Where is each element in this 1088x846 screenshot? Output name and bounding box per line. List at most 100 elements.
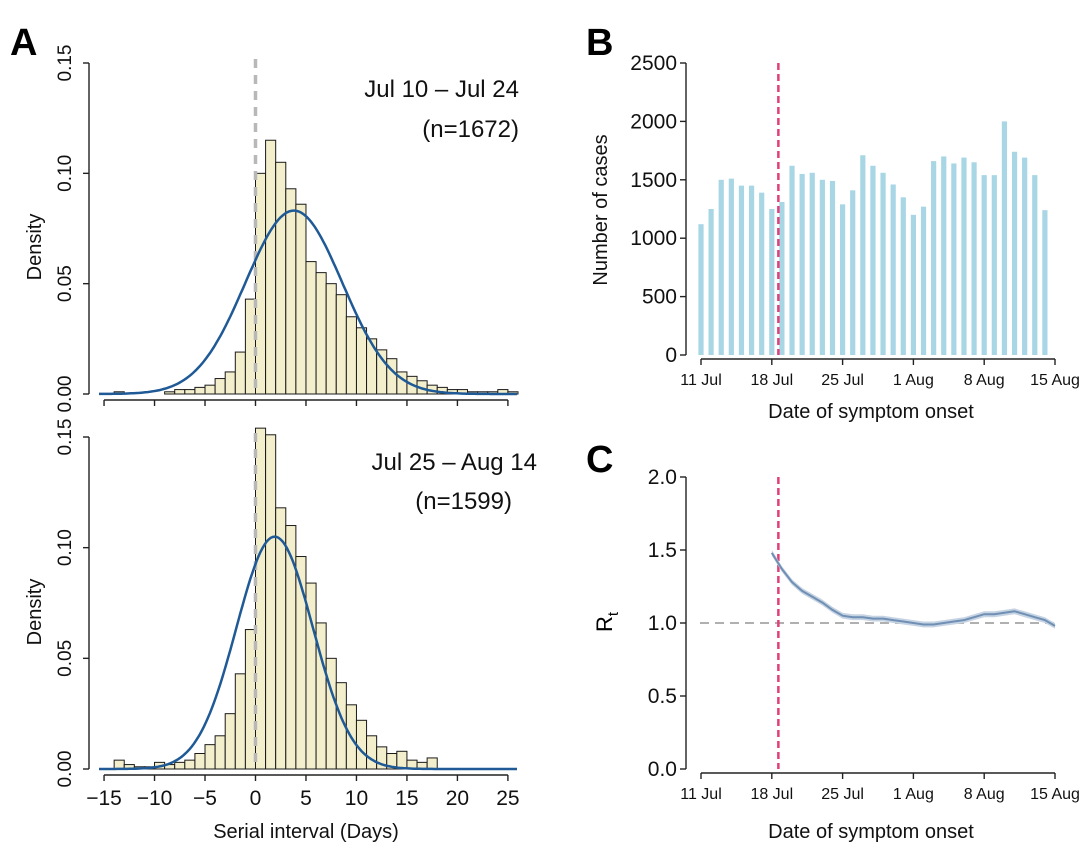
histogram-bar <box>234 673 246 770</box>
case-bar <box>748 185 755 355</box>
case-bar <box>799 173 805 355</box>
case-bar <box>971 162 977 355</box>
y-axis-label-main: R <box>592 616 617 632</box>
histogram-bar <box>265 139 277 395</box>
case-bar <box>1011 151 1018 355</box>
y-tick-label: 0.10 <box>55 155 76 192</box>
sample-size-label: (n=1599) <box>415 488 512 515</box>
x-tick-label: 11 Jul <box>680 372 722 389</box>
histogram-bar <box>305 261 317 395</box>
case-bar <box>870 165 876 355</box>
y-tick-label: 2000 <box>630 110 677 133</box>
axes: 0 500 1000 1500 2000 2500 11 Jul 18 Jul 25 Jul 1 … <box>630 52 1080 389</box>
y-tick-label: 1.0 <box>648 612 677 635</box>
panel-label-a: A <box>10 22 37 64</box>
histogram-bar <box>325 283 337 395</box>
x-tick-label: 18 Jul <box>750 786 793 803</box>
y-tick-label: 2500 <box>630 52 677 75</box>
period-label: Jul 10 – Jul 24 <box>364 76 519 103</box>
case-bar <box>708 209 714 355</box>
histogram-bars <box>113 139 519 395</box>
fitted-curve <box>99 535 517 771</box>
y-tick-label: 0.15 <box>55 419 76 456</box>
y-tick-label: 1.5 <box>648 539 677 562</box>
histogram-bar <box>345 316 357 395</box>
histogram-bar <box>244 629 256 770</box>
histogram-bar <box>275 507 287 770</box>
x-tick-label: −5 <box>193 787 217 810</box>
histogram-bar <box>295 203 307 395</box>
x-tick-label: 5 <box>300 787 312 810</box>
x-tick-label: 1 Aug <box>893 372 934 389</box>
x-tick-label: 0 <box>250 787 262 810</box>
histogram-bar <box>184 759 196 770</box>
y-tick-label: 2.0 <box>648 466 677 489</box>
y-axis-label: Density <box>24 579 46 646</box>
x-tick-label: 11 Jul <box>680 786 722 803</box>
case-bar <box>718 179 724 355</box>
histogram-bar <box>275 161 287 395</box>
fitted-curve <box>99 209 517 396</box>
histogram-bars <box>113 427 438 770</box>
panel-label-c: C <box>586 439 613 481</box>
y-tick-label: 0.0 <box>648 758 677 781</box>
histogram-bar <box>234 351 246 395</box>
y-axis-label: Rt <box>592 611 622 632</box>
rt-line <box>770 552 1056 627</box>
histogram-bar <box>184 389 196 395</box>
normal-fit-curve <box>99 209 517 396</box>
case-bar <box>1022 157 1028 355</box>
histogram-bar <box>164 391 176 395</box>
panel-label-b: B <box>586 22 613 64</box>
case-bar <box>931 161 937 355</box>
y-tick-label: 0.05 <box>55 265 76 302</box>
case-bar <box>779 201 785 355</box>
case-bar <box>860 155 866 355</box>
histogram-bar <box>224 371 236 395</box>
histogram-bar <box>355 719 368 770</box>
x-axis-label: Serial interval (Days) <box>213 821 399 843</box>
histogram-bar <box>366 735 378 770</box>
histogram-bar <box>174 761 186 770</box>
y-tick-label: 0.5 <box>648 685 677 708</box>
case-bar <box>789 165 795 355</box>
x-tick-label: 8 Aug <box>964 786 1005 803</box>
sample-size-label: (n=1672) <box>422 116 519 143</box>
case-bar <box>991 175 997 355</box>
y-tick-label: 0.00 <box>55 376 76 413</box>
case-bar <box>941 156 947 355</box>
period-label: Jul 25 – Aug 14 <box>372 449 537 476</box>
histogram-bar <box>214 735 226 770</box>
case-bar <box>738 185 745 355</box>
case-bar <box>890 184 896 355</box>
histogram-panel-top: 0.00 0.05 0.10 0.15 Jul 10 – Jul 24 (n=1672… <box>24 45 519 413</box>
case-bar <box>1042 210 1048 355</box>
histogram-bar <box>174 389 186 395</box>
histogram-bar <box>355 327 368 395</box>
histogram-bar <box>204 744 216 770</box>
rt-confidence-band <box>771 550 1055 629</box>
x-tick-label: 15 Aug <box>1030 786 1080 803</box>
case-bar <box>910 214 916 355</box>
case-bar <box>1032 175 1038 355</box>
histogram-bar <box>194 386 206 395</box>
histogram-bar <box>214 378 226 395</box>
y-tick-label: 0.15 <box>55 45 76 82</box>
histogram-bar <box>285 188 297 395</box>
histogram-bar <box>325 657 337 770</box>
y-axis-label: Density <box>24 214 46 281</box>
case-bar <box>1001 121 1008 356</box>
x-tick-label: 15 Aug <box>1030 372 1080 389</box>
normal-fit-curve <box>99 535 517 771</box>
axes: 0.00 0.05 0.10 0.15 <box>55 45 509 413</box>
histogram-bar <box>204 384 216 395</box>
case-bar <box>900 197 906 355</box>
histogram-bar <box>386 358 398 395</box>
case-bar <box>840 204 846 355</box>
case-bar <box>880 172 886 355</box>
x-tick-label: −10 <box>137 787 173 810</box>
histogram-bar <box>426 757 438 770</box>
histogram-bar <box>335 294 347 395</box>
y-tick-label: 1000 <box>630 227 677 250</box>
